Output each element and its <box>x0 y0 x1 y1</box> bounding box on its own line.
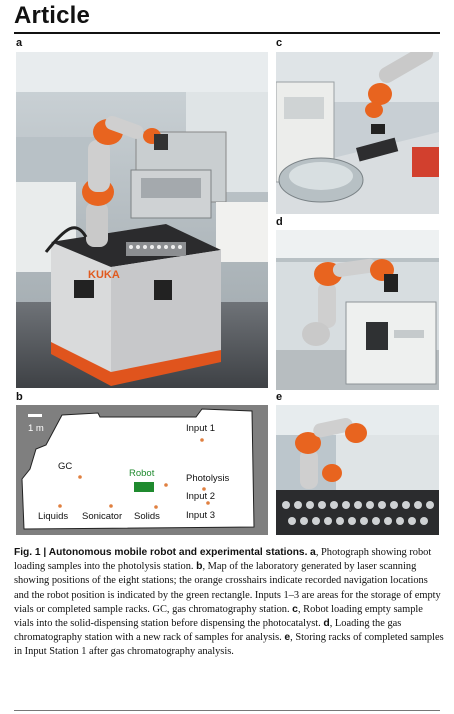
label-sonicator: Sonicator <box>82 511 122 522</box>
label-liquids: Liquids <box>38 511 68 522</box>
scale-bar-label: 1 m <box>28 423 44 434</box>
panel-a-letter: a <box>16 37 23 49</box>
label-input-2: Input 2 <box>186 491 215 502</box>
panel-c-photo <box>276 52 439 214</box>
bottom-rule <box>14 710 440 711</box>
panel-b-map: 1 m Input 1 GC Robot Photolysis Input 2 … <box>16 405 268 535</box>
caption-d-text: , Loading the gas chromatography station… <box>14 618 402 644</box>
caption-a-text: , Photograph showing robot loading sampl… <box>14 547 432 573</box>
kuka-logo: KUKA <box>88 269 120 281</box>
caption-e-text: , Storing racks of completed samples in … <box>14 632 444 658</box>
scale-bar <box>28 414 42 417</box>
label-photolysis: Photolysis <box>186 473 230 484</box>
panel-c-letter: c <box>276 37 283 49</box>
label-robot: Robot <box>129 468 155 479</box>
panel-d-photo <box>276 230 439 390</box>
caption-b-text: , Map of the laboratory generated by las… <box>14 561 441 615</box>
caption-b-letter: b <box>196 561 203 573</box>
panel-a-photo: KUKA <box>16 52 268 388</box>
panel-b-letter: b <box>16 391 23 403</box>
label-input-3: Input 3 <box>186 510 215 521</box>
caption-e-letter: e <box>284 632 291 644</box>
label-solids: Solids <box>134 511 160 522</box>
caption-a-letter: a <box>310 547 316 558</box>
article-header: Article <box>14 2 91 29</box>
panel-e-letter: e <box>276 391 283 403</box>
navigation-crosshairs <box>58 438 210 509</box>
panel-d-letter: d <box>276 216 283 228</box>
robot-position-marker <box>134 482 154 492</box>
caption-title: Autonomous mobile robot and experimental… <box>46 547 308 558</box>
caption-fig-label: Fig. 1 | <box>14 547 47 558</box>
figure-caption: Fig. 1 | Autonomous mobile robot and exp… <box>14 546 444 660</box>
label-gc: GC <box>58 461 72 472</box>
caption-d-letter: d <box>323 618 330 630</box>
caption-c-text: , Robot loading empty sample vials into … <box>14 603 423 630</box>
caption-c-letter: c <box>292 603 298 615</box>
panel-e-photo <box>276 405 439 535</box>
label-input-1: Input 1 <box>186 423 215 434</box>
header-rule <box>14 32 440 34</box>
